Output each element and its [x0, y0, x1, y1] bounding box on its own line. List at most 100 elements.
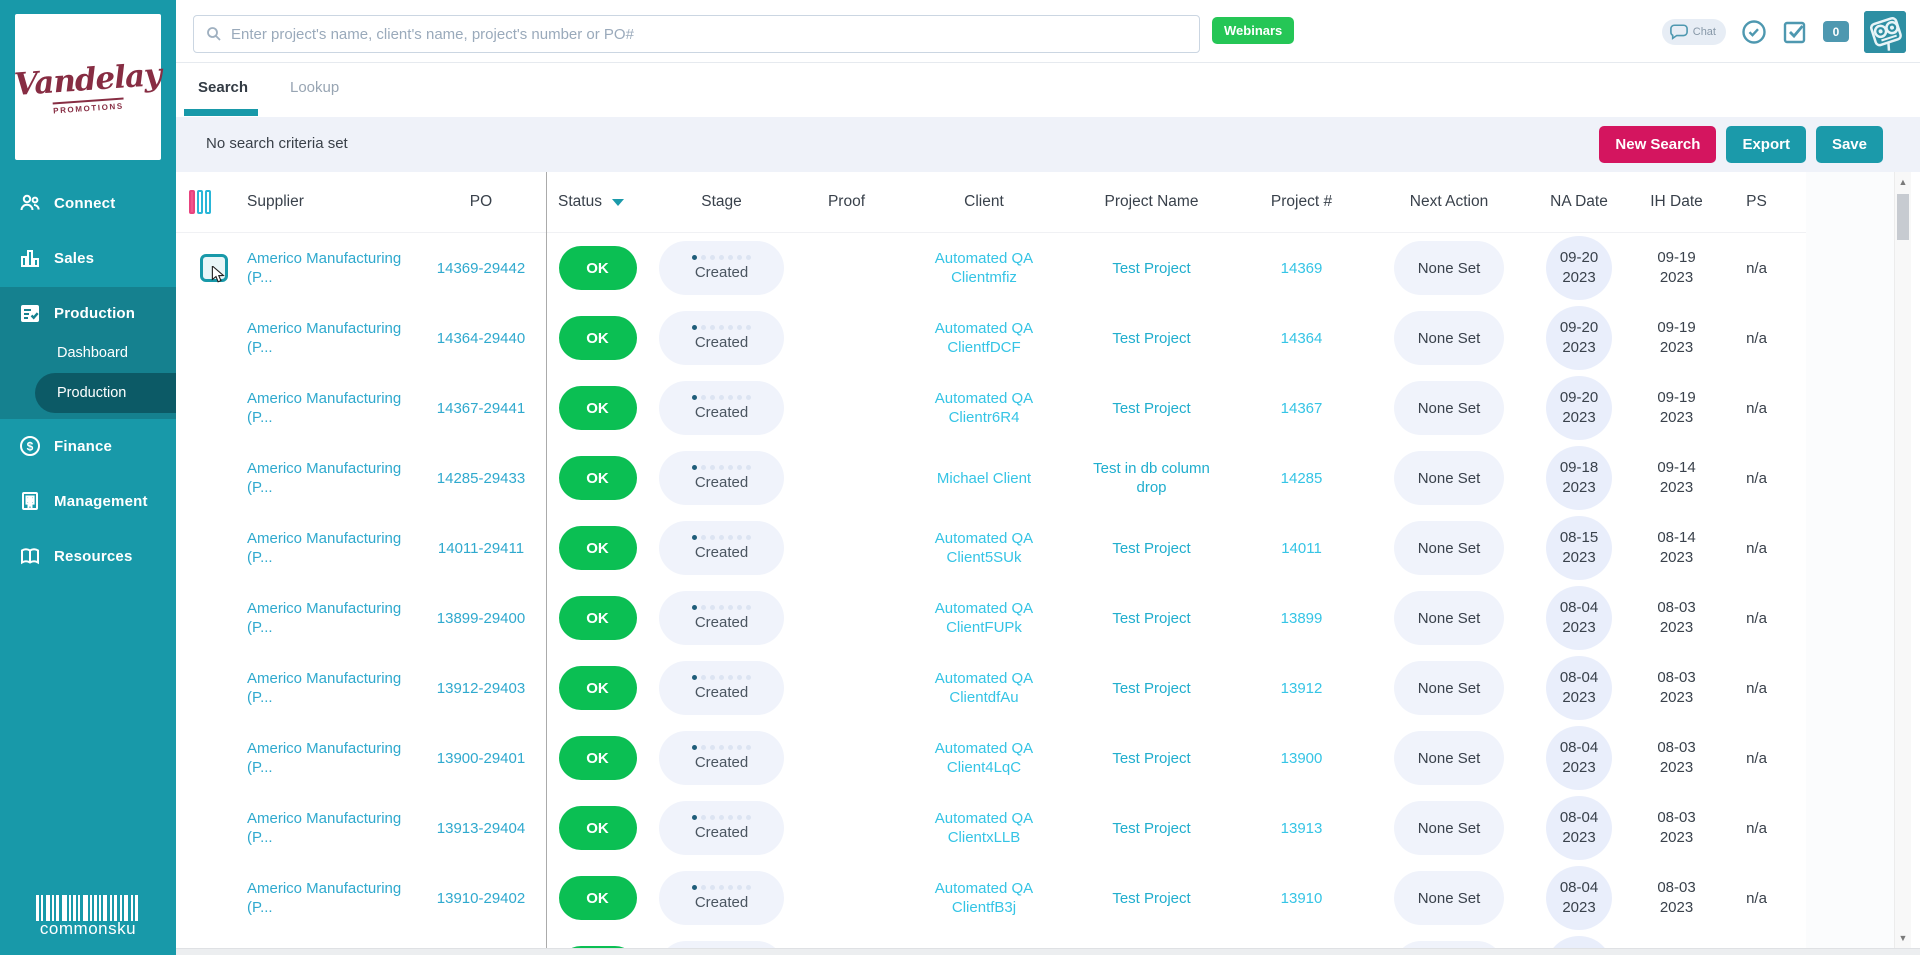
status-sort-caret[interactable] — [611, 198, 624, 206]
status-pill[interactable]: OK — [558, 806, 637, 850]
po-link[interactable]: 13910-29402 — [436, 889, 526, 907]
search-input[interactable] — [231, 25, 1187, 43]
project-number-link[interactable]: 13912 — [1280, 679, 1323, 697]
stage-pill[interactable]: Created — [659, 801, 784, 855]
supplier-link[interactable]: Americo Manufacturing (P... — [247, 250, 402, 286]
stage-pill[interactable]: Created — [659, 731, 784, 785]
next-action-pill[interactable]: None Set — [1394, 661, 1504, 715]
stage-pill[interactable]: Created — [659, 661, 784, 715]
supplier-link[interactable]: Americo Manufacturing (P... — [247, 320, 402, 356]
project-name-link[interactable]: Test Project — [1112, 329, 1191, 347]
sidebar-item-connect[interactable]: Connect — [0, 183, 176, 223]
scrollbar-thumb[interactable] — [1897, 194, 1909, 240]
project-number-link[interactable]: 13900 — [1280, 749, 1323, 767]
stage-pill[interactable]: Created — [659, 591, 784, 645]
next-action-pill[interactable]: None Set — [1394, 521, 1504, 575]
tenant-logo[interactable]: Vandelay PROMOTIONS — [13, 14, 163, 160]
sidebar-item-finance[interactable]: $ Finance — [0, 426, 176, 466]
avatar[interactable] — [1864, 10, 1906, 53]
scroll-down-arrow[interactable]: ▼ — [1898, 933, 1908, 943]
client-link[interactable]: Automated QA Clientmfiz — [934, 250, 1034, 286]
sidebar-subitem-dashboard[interactable]: Dashboard — [0, 333, 176, 373]
po-link[interactable]: 14369-29442 — [436, 259, 526, 277]
tab-search[interactable]: Search — [198, 78, 249, 96]
supplier-link[interactable]: Americo Manufacturing (P... — [247, 460, 402, 496]
client-link[interactable]: Automated QA ClientFUPk — [934, 600, 1034, 636]
project-number-link[interactable]: 14285 — [1280, 469, 1323, 487]
client-link[interactable]: Michael Client — [936, 469, 1032, 487]
status-pill[interactable]: OK — [558, 666, 637, 710]
next-action-pill[interactable]: None Set — [1394, 731, 1504, 785]
stage-pill[interactable]: Created — [659, 521, 784, 575]
project-name-link[interactable]: Test Project — [1112, 399, 1191, 417]
supplier-link[interactable]: Americo Manufacturing (P... — [247, 880, 402, 916]
status-pill[interactable]: OK — [558, 456, 637, 500]
client-link[interactable]: Automated QA ClientfDCF — [934, 320, 1034, 356]
status-pill[interactable]: OK — [558, 526, 637, 570]
project-name-link[interactable]: Test Project — [1112, 889, 1191, 907]
status-pill[interactable]: OK — [558, 316, 637, 360]
client-link[interactable]: Automated QA ClientxLLB — [934, 810, 1034, 846]
project-name-link[interactable]: Test Project — [1112, 609, 1191, 627]
chat-button[interactable]: Chat — [1661, 18, 1726, 45]
notification-count-badge[interactable]: 0 — [1823, 21, 1849, 42]
supplier-link[interactable]: Americo Manufacturing (P... — [247, 390, 402, 426]
po-link[interactable]: 14367-29441 — [436, 399, 526, 417]
stage-pill[interactable]: Created — [659, 311, 784, 365]
sidebar-item-resources[interactable]: Resources — [0, 536, 176, 576]
supplier-link[interactable]: Americo Manufacturing (P... — [247, 670, 402, 706]
next-action-pill[interactable]: None Set — [1394, 801, 1504, 855]
project-number-link[interactable]: 14364 — [1280, 329, 1323, 347]
column-picker-icon[interactable] — [189, 190, 211, 214]
new-search-button[interactable]: New Search — [1599, 126, 1717, 163]
po-link[interactable]: 14285-29433 — [436, 469, 526, 487]
next-action-pill[interactable]: None Set — [1394, 871, 1504, 925]
clock-check-icon[interactable] — [1741, 19, 1767, 45]
supplier-link[interactable]: Americo Manufacturing (P... — [247, 530, 402, 566]
scroll-up-arrow[interactable]: ▲ — [1898, 177, 1908, 187]
status-pill[interactable]: OK — [558, 246, 637, 290]
supplier-link[interactable]: Americo Manufacturing (P... — [247, 740, 402, 776]
save-button[interactable]: Save — [1815, 126, 1883, 163]
status-pill[interactable]: OK — [558, 596, 637, 640]
client-link[interactable]: Automated QA Client4LqC — [934, 740, 1034, 776]
project-number-link[interactable]: 14011 — [1281, 539, 1322, 557]
sidebar-subitem-production[interactable]: Production — [35, 373, 176, 413]
project-number-link[interactable]: 13913 — [1280, 819, 1323, 837]
project-name-link[interactable]: Test Project — [1112, 259, 1191, 277]
project-name-link[interactable]: Test Project — [1112, 679, 1191, 697]
next-action-pill[interactable]: None Set — [1394, 311, 1504, 365]
project-number-link[interactable]: 14367 — [1280, 399, 1323, 417]
status-pill[interactable]: OK — [558, 876, 637, 920]
status-pill[interactable]: OK — [558, 736, 637, 780]
supplier-link[interactable]: Americo Manufacturing (P... — [247, 600, 402, 636]
horizontal-scrollbar[interactable] — [176, 948, 1920, 955]
project-name-link[interactable]: Test in db column drop — [1093, 460, 1210, 496]
sidebar-item-sales[interactable]: Sales — [0, 238, 176, 278]
next-action-pill[interactable]: None Set — [1394, 451, 1504, 505]
project-name-link[interactable]: Test Project — [1112, 749, 1191, 767]
next-action-pill[interactable]: None Set — [1394, 241, 1504, 295]
client-link[interactable]: Automated QA ClientdfAu — [934, 670, 1034, 706]
po-link[interactable]: 13900-29401 — [436, 749, 526, 767]
project-number-link[interactable]: 13910 — [1280, 889, 1323, 907]
export-button[interactable]: Export — [1726, 126, 1806, 163]
sidebar-item-management[interactable]: Management — [0, 481, 176, 521]
stage-pill[interactable]: Created — [659, 241, 784, 295]
tab-lookup[interactable]: Lookup — [290, 78, 340, 96]
stage-pill[interactable]: Created — [659, 871, 784, 925]
po-link[interactable]: 14011-29411 — [437, 539, 525, 557]
client-link[interactable]: Automated QA ClientfB3j — [934, 880, 1034, 916]
next-action-pill[interactable]: None Set — [1394, 381, 1504, 435]
project-number-link[interactable]: 14369 — [1280, 259, 1323, 277]
row-checkbox[interactable] — [200, 254, 228, 283]
po-link[interactable]: 13899-29400 — [436, 609, 526, 627]
tasks-checkbox-icon[interactable] — [1782, 19, 1808, 45]
project-number-link[interactable]: 13899 — [1280, 609, 1323, 627]
supplier-link[interactable]: Americo Manufacturing (P... — [247, 810, 402, 846]
webinars-button[interactable]: Webinars — [1212, 17, 1295, 44]
po-link[interactable]: 13912-29403 — [436, 679, 526, 697]
next-action-pill[interactable]: None Set — [1394, 591, 1504, 645]
sidebar-item-production[interactable]: Production — [0, 293, 176, 333]
po-link[interactable]: 13913-29404 — [436, 819, 526, 837]
